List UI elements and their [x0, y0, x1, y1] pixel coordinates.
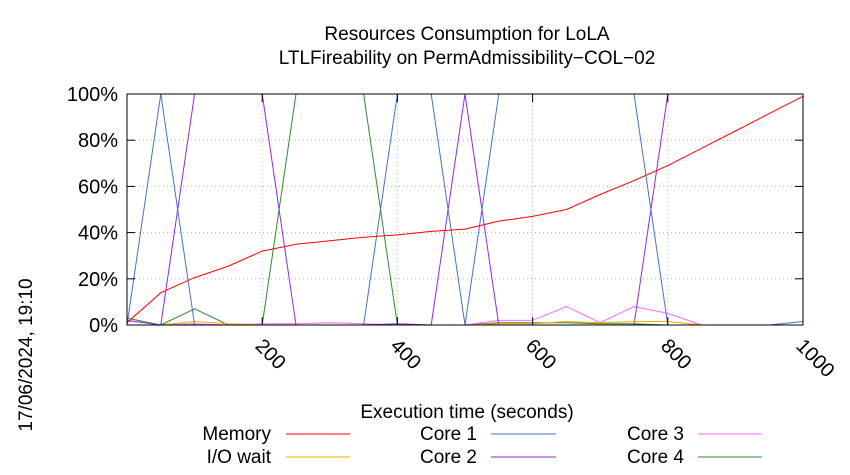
chart-title: Resources Consumption for LoLA	[324, 24, 609, 45]
y-tick-label: 100%	[67, 84, 118, 106]
x-tick-label: 1000	[791, 335, 838, 382]
series-layer	[126, 93, 804, 326]
x-tick-label: 600	[521, 335, 560, 374]
timestamp: 17/06/2024, 19:10	[16, 278, 37, 431]
series-line-core-2	[126, 93, 803, 326]
legend-label-core-3: Core 3	[627, 424, 684, 445]
x-tick-label: 800	[656, 335, 695, 374]
legend-label-core-4: Core 4	[627, 447, 684, 468]
y-tick-label: 20%	[78, 269, 118, 291]
legend-label-i-o-wait: I/O wait	[207, 447, 272, 468]
legend-label-core-1: Core 1	[420, 424, 477, 445]
series-line-core-4	[126, 93, 803, 326]
y-tick-label: 80%	[78, 130, 118, 152]
legend-label-memory: Memory	[202, 424, 271, 445]
plot-frame	[126, 93, 804, 326]
grid	[127, 94, 803, 325]
series-line-memory	[126, 95, 804, 324]
x-axis: 200 400 600 800 1000	[251, 94, 838, 382]
y-tick-label: 0%	[89, 315, 118, 337]
legend-label-core-2: Core 2	[420, 447, 477, 468]
y-tick-label: 60%	[78, 176, 118, 198]
x-tick-label: 400	[386, 335, 425, 374]
y-tick-label: 40%	[78, 223, 118, 245]
y-axis: 0% 20% 40% 60% 80% 100%	[67, 84, 803, 337]
x-axis-label: Execution time (seconds)	[360, 402, 573, 423]
chart-subtitle: LTLFireability on PermAdmissibility−COL−…	[279, 48, 656, 69]
series-line-core-1	[126, 93, 804, 326]
x-tick-label: 200	[251, 335, 290, 374]
